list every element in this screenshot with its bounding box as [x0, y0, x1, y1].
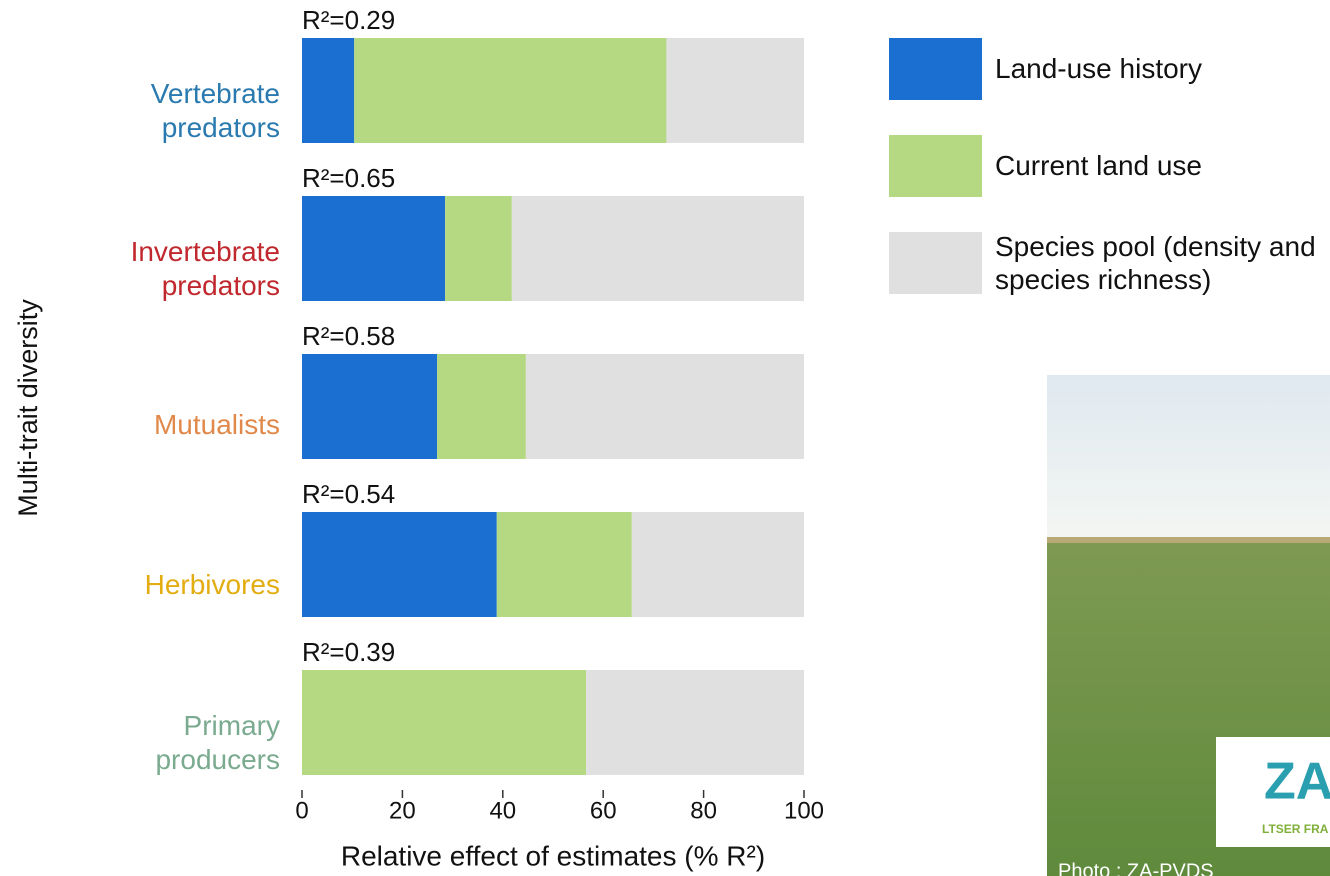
category-label: Herbivores [144, 568, 280, 600]
category-label: Mutualists [153, 408, 280, 440]
logo: ZA [1264, 753, 1330, 811]
legend-swatch [889, 232, 982, 294]
photo: ZA LTSER FRA Photo : ZA-PVDS [1047, 375, 1330, 876]
bar-segment [631, 512, 804, 617]
legend-label: Current land use [995, 150, 1203, 181]
logo-caption: LTSER FRA [1262, 822, 1329, 836]
bar-segment [302, 196, 446, 301]
legend-swatch [889, 135, 982, 197]
r2-annotation: R²=0.39 [302, 637, 395, 667]
legend-label: Land-use history [995, 53, 1203, 84]
category-label: Primary producers [155, 710, 280, 775]
photo-sky [1047, 375, 1330, 543]
x-axis-label: Relative effect of estimates (% R²) [341, 840, 765, 871]
bar-segment [302, 354, 438, 459]
logo-box [1216, 737, 1330, 847]
category-label: Invertebrate predators [130, 236, 280, 301]
legend-swatch [889, 38, 982, 100]
photo-horizon [1047, 537, 1330, 543]
x-tick-label: 80 [690, 797, 717, 824]
x-tick-label: 0 [295, 797, 308, 824]
bar-segment [511, 196, 804, 301]
x-tick-label: 60 [590, 797, 617, 824]
bar-segment [666, 38, 804, 143]
x-tick-label: 100 [784, 797, 824, 824]
y-axis-label: Multi-trait diversity [13, 299, 43, 517]
r2-annotation: R²=0.29 [302, 5, 395, 35]
x-tick-label: 20 [389, 797, 416, 824]
bar-segment [445, 196, 512, 301]
bar-segment [437, 354, 526, 459]
bar-segment [302, 512, 497, 617]
bar-segment [354, 38, 667, 143]
bar-segment [525, 354, 804, 459]
r2-annotation: R²=0.65 [302, 163, 395, 193]
x-tick-label: 40 [489, 797, 516, 824]
photo-credit: Photo : ZA-PVDS [1058, 860, 1214, 876]
bar-segment [302, 38, 355, 143]
bar-segment [302, 670, 587, 775]
bar-segment [496, 512, 632, 617]
category-label: Vertebrate predators [150, 78, 280, 143]
r2-annotation: R²=0.54 [302, 479, 395, 509]
r2-annotation: R²=0.58 [302, 321, 395, 351]
legend-label: Species pool (density and species richne… [995, 230, 1316, 296]
bar-segment [586, 670, 804, 775]
